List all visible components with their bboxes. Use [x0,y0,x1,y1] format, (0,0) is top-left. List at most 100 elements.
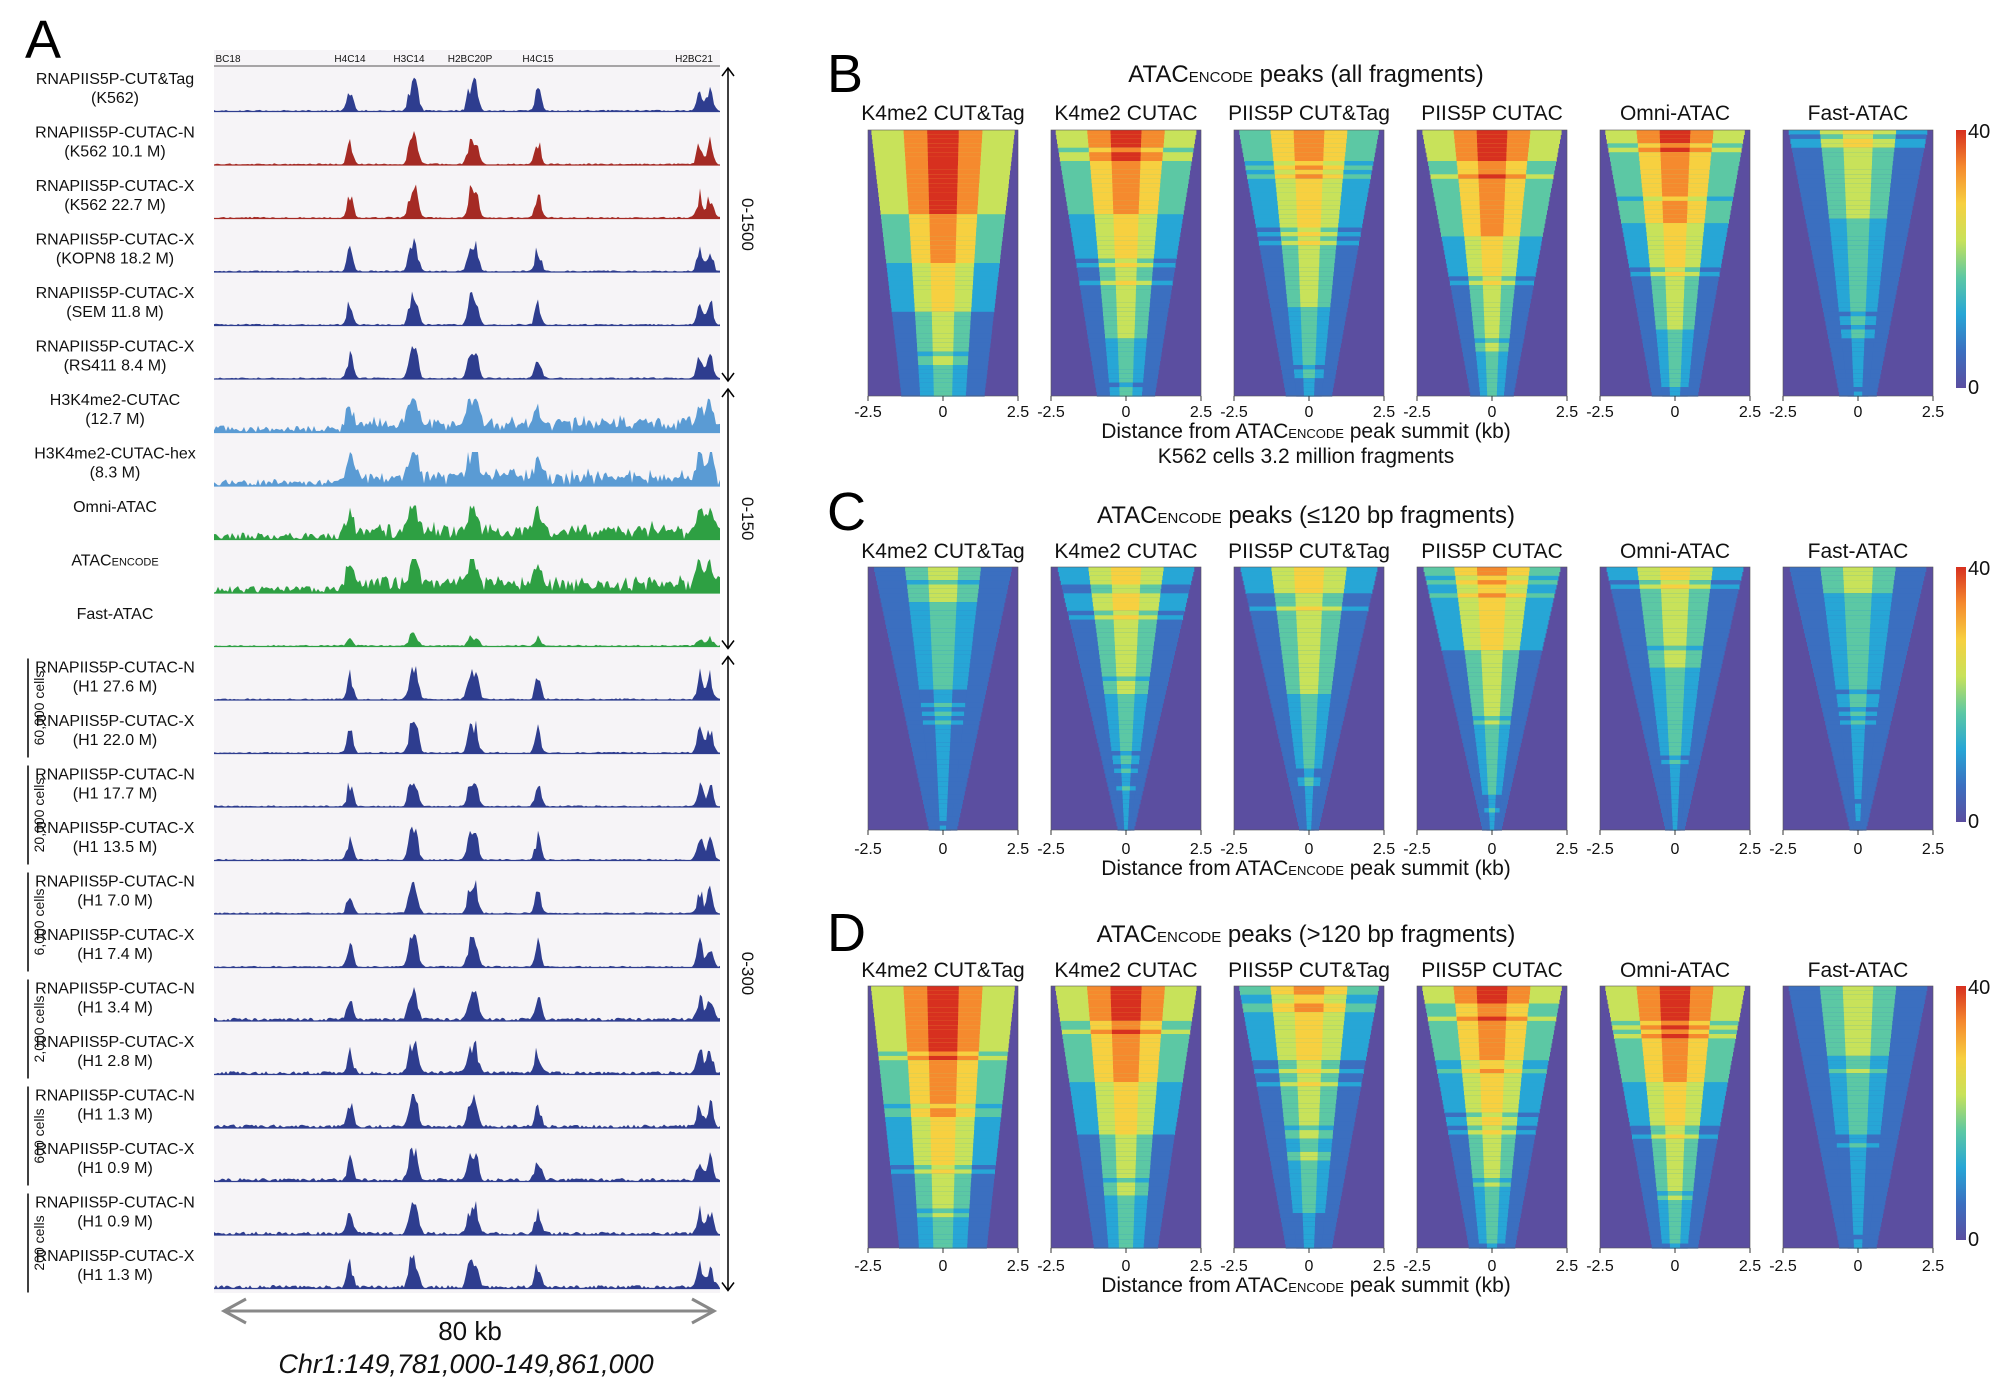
heatmap-row-core [1295,1034,1323,1039]
track-label-detail: (H1 13.5 M) [73,839,157,856]
heatmap-row-core [1664,663,1686,669]
track-label: RNAPIIS5P-CUTAC-X [36,1034,195,1051]
heatmap-row-core [929,610,957,616]
heatmap-row-core [1662,610,1688,616]
heatmap-row-core [1664,654,1686,660]
tick-label: -2.5 [1037,404,1065,421]
heatmap-row-core [1117,1204,1135,1210]
track-label-detail: (K562 22.7 M) [64,197,165,214]
heatmap-row-core [1664,650,1686,656]
coverage-trace [214,782,720,807]
heatmap-row-core [1665,280,1685,286]
track-label: RNAPIIS5P-CUTAC-N [35,660,195,677]
heatmap-row-core [1844,593,1872,599]
heatmap-panel: C ATACENCODE peaks (≤120 bp fragments)K4m… [827,482,1990,880]
track-label: RNAPIIS5P-CUTAC-X [36,1141,195,1158]
heatmap-row-core [1667,724,1683,730]
heatmap-row-core [1117,325,1135,331]
track-label: RNAPIIS5P-CUTAC-N [35,1088,195,1105]
heatmap-row-core [1487,387,1497,393]
heatmap-row-core [932,351,954,357]
heatmap-row-core [1297,236,1321,242]
heatmap-row-core [1477,999,1507,1005]
heatmap-row-core [1483,698,1501,704]
heatmap-row-core [1853,768,1863,774]
heatmap-row-core [1115,271,1137,277]
heatmap-row-core [930,1125,956,1131]
heatmap-row-core [1302,360,1316,366]
heatmap-row-core [1843,143,1873,149]
heatmap-row-core [1851,1182,1865,1188]
heatmap-row-core [930,624,956,629]
heatmap-row-core [1483,302,1501,308]
heatmap-row-core [1666,707,1684,713]
heatmap-row-core [1118,1230,1134,1236]
heatmap-row-core [1661,597,1689,603]
heatmap-row-core [931,1178,955,1184]
heatmap-row-core [1661,1034,1689,1039]
heatmap-row-core [1114,641,1138,647]
heatmap-row-core [1484,1173,1500,1179]
heatmap-title-sub: ENCODE [1157,929,1221,946]
tick-label: 0 [1671,1258,1680,1275]
heatmap-row-core [1295,1020,1323,1026]
heatmap-row-core [928,187,958,193]
heatmap-column-label: Omni-ATAC [1620,540,1730,563]
heatmap-column-label: K4me2 CUTAC [1054,102,1197,125]
heatmap-row-core [1302,738,1316,743]
heatmap-panel: D ATACENCODE peaks (>120 bp fragments)K4m… [827,903,1990,1297]
heatmap-row-core [1485,1208,1499,1214]
heatmap-row-core [1301,1191,1317,1197]
heatmap-row-core [1663,632,1687,638]
heatmap-row-core [1669,764,1681,770]
heatmap-row-core [1481,254,1503,260]
scale-bar-arrow [721,655,735,665]
heatmap-row-core [1298,1103,1320,1109]
heatmap-row-core [1119,378,1133,384]
heatmap-row-core [1847,1086,1869,1092]
heatmap-row-core [1843,571,1873,577]
track-label-main: RNAPIIS5P-CUTAC-N [35,767,195,784]
heatmap-row-core [1298,258,1320,264]
coverage-trace [214,1040,720,1075]
heatmap-row-core [1667,1186,1683,1192]
heatmap-row-core [1293,130,1325,135]
heatmap-row-core [1669,1221,1681,1227]
heatmap-row-core [1671,799,1679,805]
heatmap-row-core [1480,1073,1504,1079]
heatmap-row-core [930,240,956,246]
heatmap-row-core [1481,1099,1503,1105]
heatmap-row-core [1668,360,1682,366]
heatmap-row-core [1301,716,1317,721]
heatmap-row-core [1663,1090,1687,1096]
colorbar [1956,986,1966,1240]
heatmap-row-core [935,733,951,739]
heatmap-row-core [1668,1208,1682,1214]
track-row: RNAPIIS5P-CUTAC-N (H1 27.6 M) [35,660,720,701]
heatmap-row-core [1111,575,1141,581]
heatmap-row-core [1672,816,1678,822]
heatmap-title-pre: ATAC [1128,61,1188,88]
heatmap-row-core [1487,786,1497,792]
span-arrow [220,1297,718,1325]
heatmap-row-core [930,263,956,268]
heatmap-row-core [1113,209,1139,215]
heatmap-row-core [1111,1003,1141,1009]
heatmap-row-core [1847,659,1869,664]
heatmap-row-core [929,223,957,229]
heatmap-row-core [1849,1147,1867,1153]
heatmap-row-core [1847,663,1869,669]
heatmap-row-core [1855,816,1861,822]
heatmap-row-core [1116,1182,1136,1188]
heatmap-row-core [1119,382,1133,388]
heatmap-row-core [1660,147,1690,153]
tick-label: -2.5 [1220,841,1248,858]
heatmap-row-core [931,641,955,647]
heatmap-row-core [1661,1029,1689,1035]
heatmap-row-core [1477,571,1507,577]
heatmap-row-core [930,249,956,255]
heatmap-row-core [1661,593,1689,599]
heatmap-row-core [1844,1020,1872,1026]
track-label-detail: (H1 3.4 M) [77,1000,153,1017]
heatmap-row-core [1487,781,1497,787]
